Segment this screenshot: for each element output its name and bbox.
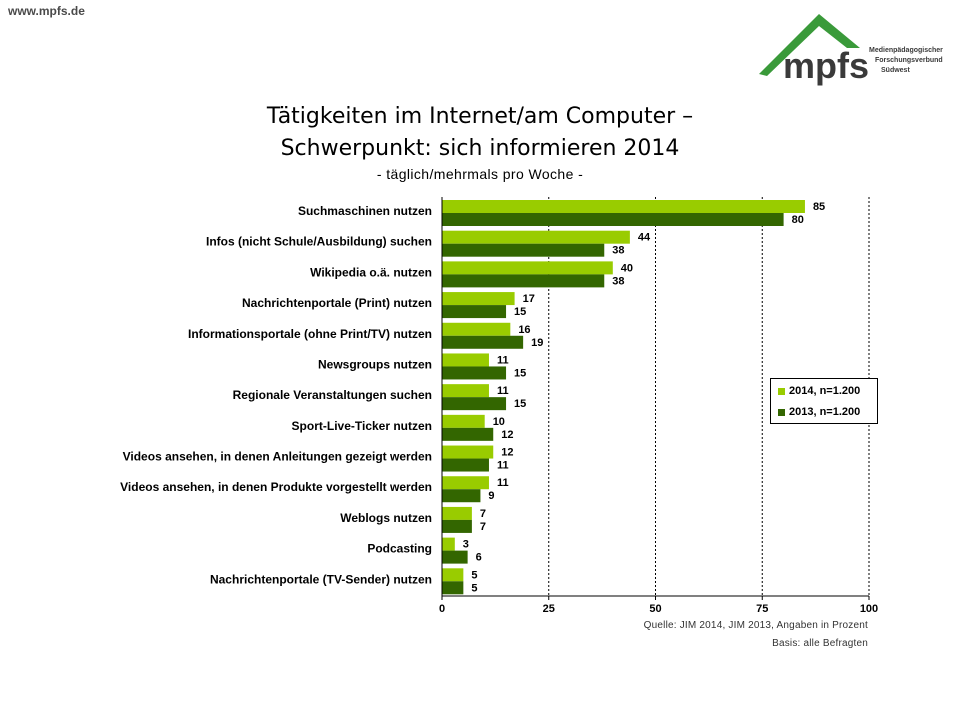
logo-line-2: Forschungsverbund [875, 57, 943, 64]
category-label: Weblogs nutzen [340, 511, 432, 525]
data-label: 15 [514, 306, 526, 318]
data-label: 17 [523, 293, 535, 305]
bar-2014 [442, 353, 489, 367]
bar-2014 [442, 292, 515, 306]
bar-2013 [442, 427, 494, 441]
data-label: 7 [480, 521, 486, 533]
data-label: 3 [463, 539, 469, 551]
x-tick-label: 100 [860, 603, 878, 615]
chart-title-line-2: Schwerpunkt: sich informieren 2014 [280, 136, 680, 161]
bar-2014 [442, 568, 464, 582]
data-label: 11 [497, 477, 509, 489]
category-label: Sport-Live-Ticker nutzen [292, 419, 432, 433]
bar-2014 [442, 261, 613, 275]
category-label: Regionale Veranstaltungen suchen [233, 388, 432, 402]
bar-2014 [442, 230, 630, 244]
bar-2014 [442, 445, 494, 459]
data-label: 38 [612, 245, 624, 257]
data-label: 12 [501, 429, 513, 441]
category-label: Nachrichtenportale (Print) nutzen [242, 296, 432, 310]
bar-2013 [442, 243, 605, 257]
data-label: 15 [514, 367, 526, 379]
bar-2013 [442, 335, 524, 349]
chart-subtitle: - täglich/mehrmals pro Woche - [376, 166, 584, 182]
legend-swatch-2014 [778, 387, 785, 395]
category-label: Newsgroups nutzen [318, 357, 432, 371]
logo-line-3: Südwest [881, 67, 910, 74]
bar-2013 [442, 305, 507, 319]
data-label: 10 [493, 416, 505, 428]
x-tick-label: 50 [649, 603, 661, 615]
data-label: 9 [488, 490, 494, 502]
category-label: Informationsportale (ohne Print/TV) nutz… [188, 327, 432, 341]
data-label: 11 [497, 354, 509, 366]
category-label: Podcasting [367, 542, 432, 556]
data-label: 5 [471, 569, 477, 581]
source-note: Quelle: JIM 2014, JIM 2013, Angaben in P… [643, 620, 868, 631]
data-label: 40 [621, 262, 633, 274]
data-label: 85 [813, 201, 825, 213]
legend-label-2014: 2014, n=1.200 [789, 385, 861, 397]
bar-2014 [442, 384, 489, 398]
category-label: Infos (nicht Schule/Ausbildung) suchen [206, 235, 432, 249]
mpfs-logo: mpfs Medienpädagogischer Forschungsverbu… [759, 14, 943, 86]
basis-note: Basis: alle Befragten [772, 638, 868, 649]
logo-line-1: Medienpädagogischer [869, 47, 943, 54]
data-label: 80 [792, 214, 804, 226]
site-url[interactable]: www.mpfs.de [8, 4, 85, 18]
legend-swatch-2013 [778, 408, 785, 416]
data-label: 38 [612, 275, 624, 287]
bar-2014 [442, 322, 511, 336]
category-label: Videos ansehen, in denen Anleitungen gez… [123, 450, 432, 464]
bar-2013 [442, 397, 507, 411]
bar-2013 [442, 274, 605, 288]
category-label: Suchmaschinen nutzen [298, 204, 432, 218]
data-label: 11 [497, 385, 509, 397]
bar-2014 [442, 414, 485, 428]
category-label: Nachrichtenportale (TV-Sender) nutzen [210, 572, 432, 586]
data-label: 12 [501, 447, 513, 459]
bar-2013 [442, 519, 472, 533]
data-label: 6 [476, 552, 482, 564]
data-label: 15 [514, 398, 526, 410]
bar-2013 [442, 458, 489, 472]
bar-2013 [442, 581, 464, 595]
logo-wordmark: mpfs [783, 45, 869, 86]
bar-2013 [442, 366, 507, 380]
x-tick-label: 0 [439, 603, 445, 615]
data-label: 11 [497, 460, 509, 472]
bar-2014 [442, 537, 455, 551]
x-tick-label: 25 [543, 603, 555, 615]
category-label: Videos ansehen, in denen Produkte vorges… [120, 480, 432, 494]
bar-2013 [442, 489, 481, 503]
bar-2014 [442, 476, 489, 490]
bar-2013 [442, 550, 468, 564]
legend-item-2013: 2013, n=1.200 [778, 405, 860, 419]
data-label: 16 [518, 324, 530, 336]
bar-2014 [442, 200, 805, 213]
bar-2014 [442, 506, 472, 520]
bar-2013 [442, 213, 784, 226]
legend-label-2013: 2013, n=1.200 [789, 406, 861, 418]
legend-item-2014: 2014, n=1.200 [778, 384, 860, 398]
data-label: 44 [638, 232, 651, 244]
data-label: 19 [531, 337, 543, 349]
logo-roof-icon [759, 14, 860, 76]
category-label: Wikipedia o.ä. nutzen [310, 265, 432, 279]
x-tick-label: 75 [756, 603, 768, 615]
chart-legend: 2014, n=1.200 2013, n=1.200 [770, 378, 878, 424]
chart-title-line-1: Tätigkeiten im Internet/am Computer – [266, 104, 694, 129]
data-label: 7 [480, 508, 486, 520]
data-label: 5 [471, 582, 477, 594]
